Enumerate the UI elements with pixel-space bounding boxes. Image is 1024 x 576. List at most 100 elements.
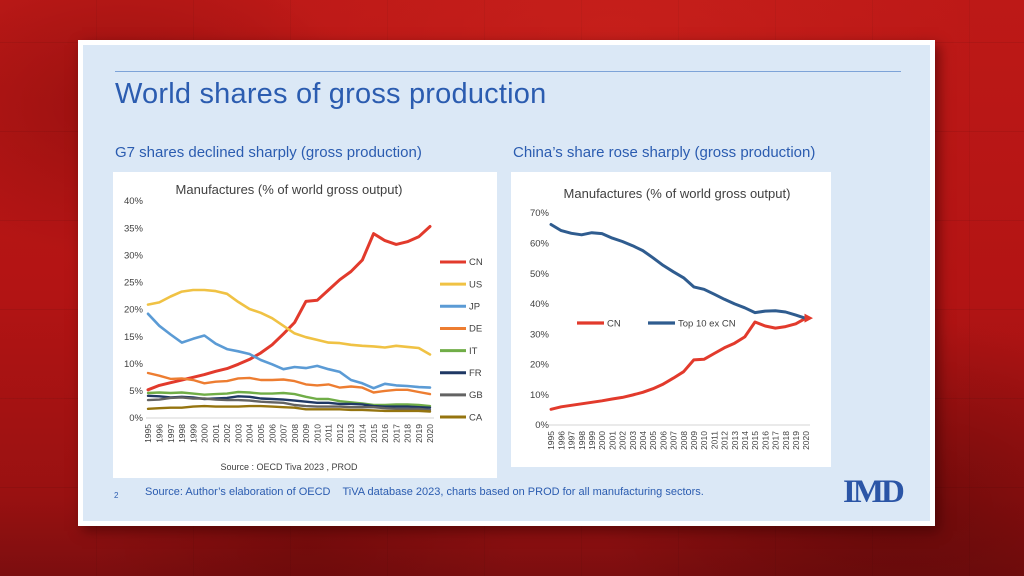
y-tick-label: 0%: [129, 413, 143, 424]
x-tick-label: 2008: [290, 424, 300, 443]
imd-logo: IMD: [843, 474, 905, 510]
series-line-it: [146, 390, 432, 408]
x-tick-label: 1995: [143, 424, 153, 443]
x-tick-label: 2005: [648, 431, 658, 450]
series-line-us: [146, 288, 432, 356]
x-tick-label: 2009: [689, 431, 699, 450]
x-tick-label: 2008: [679, 431, 689, 450]
legend-label: JP: [469, 302, 480, 313]
y-tick-label: 40%: [124, 196, 144, 207]
x-tick-label: 2003: [628, 431, 638, 450]
x-tick-label: 1997: [166, 424, 176, 443]
china-share-line-chart: Manufactures (% of world gross output) 0%…: [530, 186, 813, 450]
y-tick-label: 40%: [530, 299, 550, 310]
x-tick-label: 2015: [750, 431, 760, 450]
x-tick-label: 1999: [188, 424, 198, 443]
x-tick-label: 2018: [781, 431, 791, 450]
y-tick-label: 15%: [124, 332, 144, 343]
slide-title: World shares of gross production: [115, 78, 547, 110]
x-tick-label: 2007: [669, 431, 679, 450]
x-tick-label: 2011: [709, 431, 719, 450]
x-tick-label: 1995: [546, 431, 556, 450]
chart-title: Manufactures (% of world gross output): [564, 186, 791, 201]
y-tick-label: 25%: [124, 278, 144, 289]
x-tick-label: 2012: [335, 424, 345, 443]
x-tick-label: 2007: [279, 424, 289, 443]
series-line-de: [146, 371, 432, 396]
y-tick-label: 20%: [530, 360, 550, 371]
x-tick-label: 2019: [414, 424, 424, 443]
legend-label: DE: [469, 324, 482, 335]
x-tick-label: 2009: [301, 424, 311, 443]
legend-label: FR: [469, 368, 482, 379]
x-tick-label: 2001: [211, 424, 221, 443]
y-tick-label: 5%: [129, 386, 143, 397]
footer-source-note: Source: Author’s elaboration of OECD TiV…: [145, 486, 704, 498]
series-line-cn: [146, 225, 432, 392]
x-tick-label: 2013: [346, 424, 356, 443]
series-line-jp: [146, 312, 432, 390]
x-tick-label: 2015: [369, 424, 379, 443]
x-tick-label: 2020: [425, 424, 435, 443]
x-tick-label: 1997: [567, 431, 577, 450]
chart-source-note: Source : OECD Tiva 2023 , PROD: [220, 462, 358, 472]
x-tick-label: 2010: [699, 431, 709, 450]
x-tick-label: 1996: [154, 424, 164, 443]
x-tick-label: 2006: [267, 424, 277, 443]
x-tick-label: 2017: [391, 424, 401, 443]
x-tick-label: 2003: [233, 424, 243, 443]
legend-label: IT: [469, 346, 478, 357]
x-tick-label: 2005: [256, 424, 266, 443]
chart-title: Manufactures (% of world gross output): [176, 182, 403, 197]
y-tick-label: 10%: [530, 390, 550, 401]
x-tick-label: 1998: [177, 424, 187, 443]
y-tick-label: 0%: [535, 420, 549, 431]
x-tick-label: 2018: [403, 424, 413, 443]
legend-label: GB: [469, 390, 483, 401]
convergence-arrow: [804, 313, 813, 323]
x-tick-label: 2010: [312, 424, 322, 443]
page-number: 2: [114, 491, 119, 500]
series-line-cn: [549, 316, 808, 411]
y-tick-label: 20%: [124, 305, 144, 316]
legend-label: CA: [469, 412, 483, 423]
x-tick-label: 2002: [222, 424, 232, 443]
x-tick-label: 1996: [556, 431, 566, 450]
china-share-chart-panel: Manufactures (% of world gross output) 0%…: [511, 172, 831, 467]
x-tick-label: 1999: [587, 431, 597, 450]
x-tick-label: 2000: [200, 424, 210, 443]
y-tick-label: 30%: [124, 250, 144, 261]
x-tick-label: 2002: [618, 431, 628, 450]
x-tick-label: 2016: [380, 424, 390, 443]
legend-label: CN: [607, 318, 621, 329]
x-tick-label: 2013: [730, 431, 740, 450]
legend-label: CN: [469, 257, 483, 268]
x-tick-label: 2006: [658, 431, 668, 450]
title-divider-line: [115, 71, 901, 72]
left-chart-heading: G7 shares declined sharply (gross produc…: [115, 144, 422, 161]
x-tick-label: 1998: [577, 431, 587, 450]
y-tick-label: 60%: [530, 238, 550, 249]
y-tick-label: 10%: [124, 359, 144, 370]
x-tick-label: 2017: [771, 431, 781, 450]
x-tick-label: 2011: [324, 424, 334, 443]
y-tick-label: 50%: [530, 269, 550, 280]
x-tick-label: 2019: [791, 431, 801, 450]
series-line-ca: [146, 404, 432, 413]
x-tick-label: 2014: [358, 424, 368, 443]
series-line-top-10-ex-cn: [549, 223, 808, 320]
legend-label: Top 10 ex CN: [678, 318, 736, 329]
x-tick-label: 2001: [607, 431, 617, 450]
series-line-gb: [146, 396, 432, 412]
y-tick-label: 35%: [124, 223, 144, 234]
legend-label: US: [469, 279, 482, 290]
presentation-slide: World shares of gross production G7 shar…: [78, 40, 935, 526]
x-tick-label: 2012: [720, 431, 730, 450]
x-tick-label: 2016: [760, 431, 770, 450]
y-tick-label: 30%: [530, 329, 550, 340]
x-tick-label: 2000: [597, 431, 607, 450]
x-tick-label: 2004: [638, 431, 648, 450]
x-tick-label: 2004: [245, 424, 255, 443]
x-tick-label: 2020: [801, 431, 811, 450]
